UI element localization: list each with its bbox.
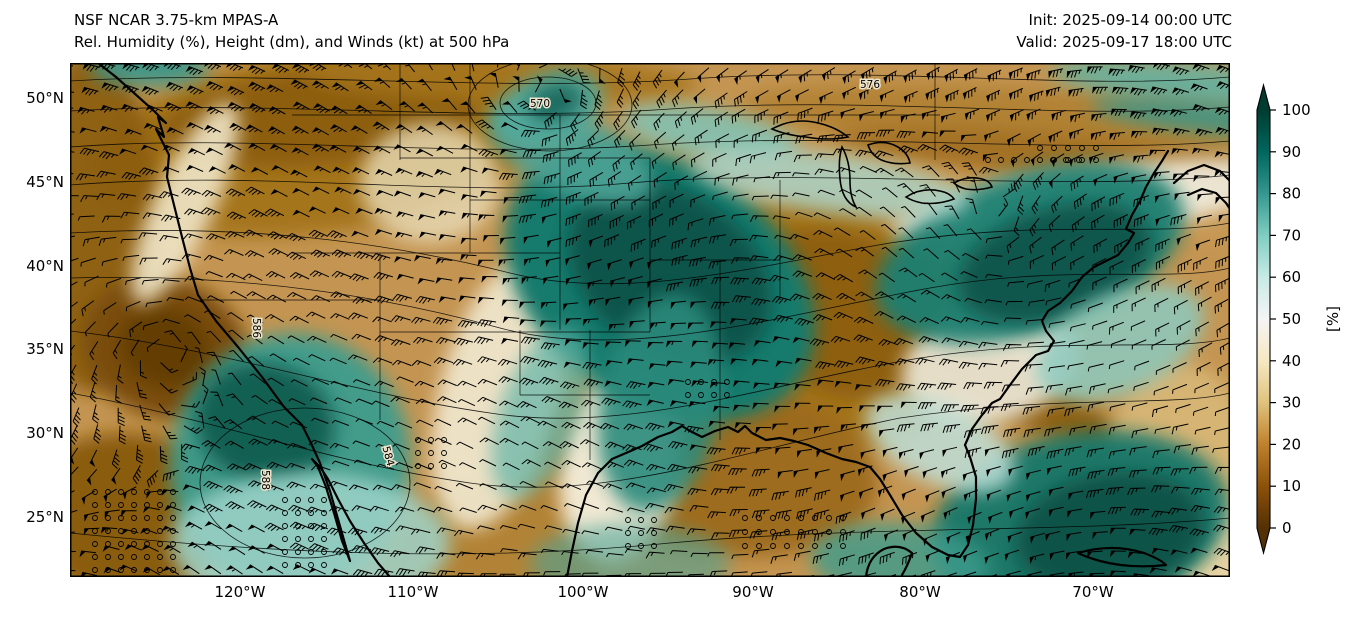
lake-outline: [866, 141, 911, 165]
title-block: NSF NCAR 3.75-km MPAS-A Rel. Humidity (%…: [74, 9, 509, 53]
coastline: [1186, 187, 1230, 211]
contour-label: 570: [530, 98, 550, 110]
colorbar-tick-label: 80: [1282, 185, 1301, 203]
y-tick-label: 30°N: [26, 424, 64, 442]
colorbar-tick-label: 0: [1282, 519, 1292, 537]
map-border: [70, 63, 1230, 577]
colorbar-tick-label: 100: [1282, 101, 1311, 119]
height-contour: [70, 140, 1230, 150]
colorbar-tick-label: 10: [1282, 477, 1301, 495]
y-tick-label: 50°N: [26, 89, 64, 107]
colorbar-tick-label: 50: [1282, 310, 1301, 328]
y-tick-label: 25°N: [26, 508, 64, 526]
height-contour: [499, 76, 597, 130]
y-tick-label: 35°N: [26, 340, 64, 358]
x-tick-label: 100°W: [557, 583, 609, 601]
height-contour: [70, 74, 1230, 84]
contour-label: 586: [250, 318, 262, 338]
y-tick-label: 45°N: [26, 173, 64, 191]
stipple-layer: [92, 145, 1099, 573]
colorbar-tick-label: 40: [1282, 352, 1301, 370]
colorbar-gradient: [1257, 110, 1270, 528]
colorbar-arrow-top: [1257, 85, 1270, 110]
x-tick-label: 110°W: [387, 583, 439, 601]
colorbar: 0 10 20 30 40 50 60 70 80 90 100 [%]: [1245, 70, 1361, 575]
y-tick-label: 40°N: [26, 257, 64, 275]
x-tick-label: 90°W: [732, 583, 774, 601]
coastline: [1172, 163, 1230, 185]
height-contour: [70, 392, 1230, 488]
map-canvas: 570 576 586 588 584: [70, 63, 1230, 577]
height-contour: [70, 104, 1230, 114]
contour-label: 588: [259, 470, 271, 490]
init-time: Init: 2025-09-14 00:00 UTC: [1028, 11, 1232, 29]
x-tick-label: 80°W: [899, 583, 941, 601]
height-contour: [199, 407, 411, 559]
colorbar-tick-label: 30: [1282, 394, 1301, 412]
height-contour: [70, 222, 1230, 285]
lake-outline: [904, 189, 956, 205]
model-title: NSF NCAR 3.75-km MPAS-A: [74, 11, 279, 29]
coastline: [96, 63, 392, 577]
colorbar-tick-label: 20: [1282, 435, 1301, 453]
height-contour: [70, 267, 1230, 341]
colorbar-tick-label: 90: [1282, 143, 1301, 161]
colorbar-unit-label: [%]: [1324, 306, 1342, 332]
wind-barb-pennants: [70, 63, 1224, 577]
coastline: [1076, 546, 1168, 568]
coastline: [864, 545, 914, 577]
lake-outline: [952, 176, 994, 191]
x-tick-label: 120°W: [214, 583, 266, 601]
valid-time: Valid: 2025-09-17 18:00 UTC: [1016, 33, 1232, 51]
wind-barbs-layer: [70, 63, 1230, 577]
height-contour: [467, 63, 633, 152]
colorbar-svg: 0 10 20 30 40 50 60 70 80 90 100 [%]: [1256, 82, 1342, 556]
contour-label: 576: [860, 79, 880, 91]
colorbar-tick-label: 70: [1282, 226, 1301, 244]
lake-outline: [770, 120, 850, 140]
colorbar-arrow-bottom: [1257, 528, 1270, 553]
field-title: Rel. Humidity (%), Height (dm), and Wind…: [74, 33, 510, 51]
time-block: Init: 2025-09-14 00:00 UTC Valid: 2025-0…: [1016, 9, 1232, 53]
colorbar-tick-label: 60: [1282, 268, 1301, 286]
x-tick-label: 70°W: [1072, 583, 1114, 601]
height-contour: [70, 517, 1230, 555]
